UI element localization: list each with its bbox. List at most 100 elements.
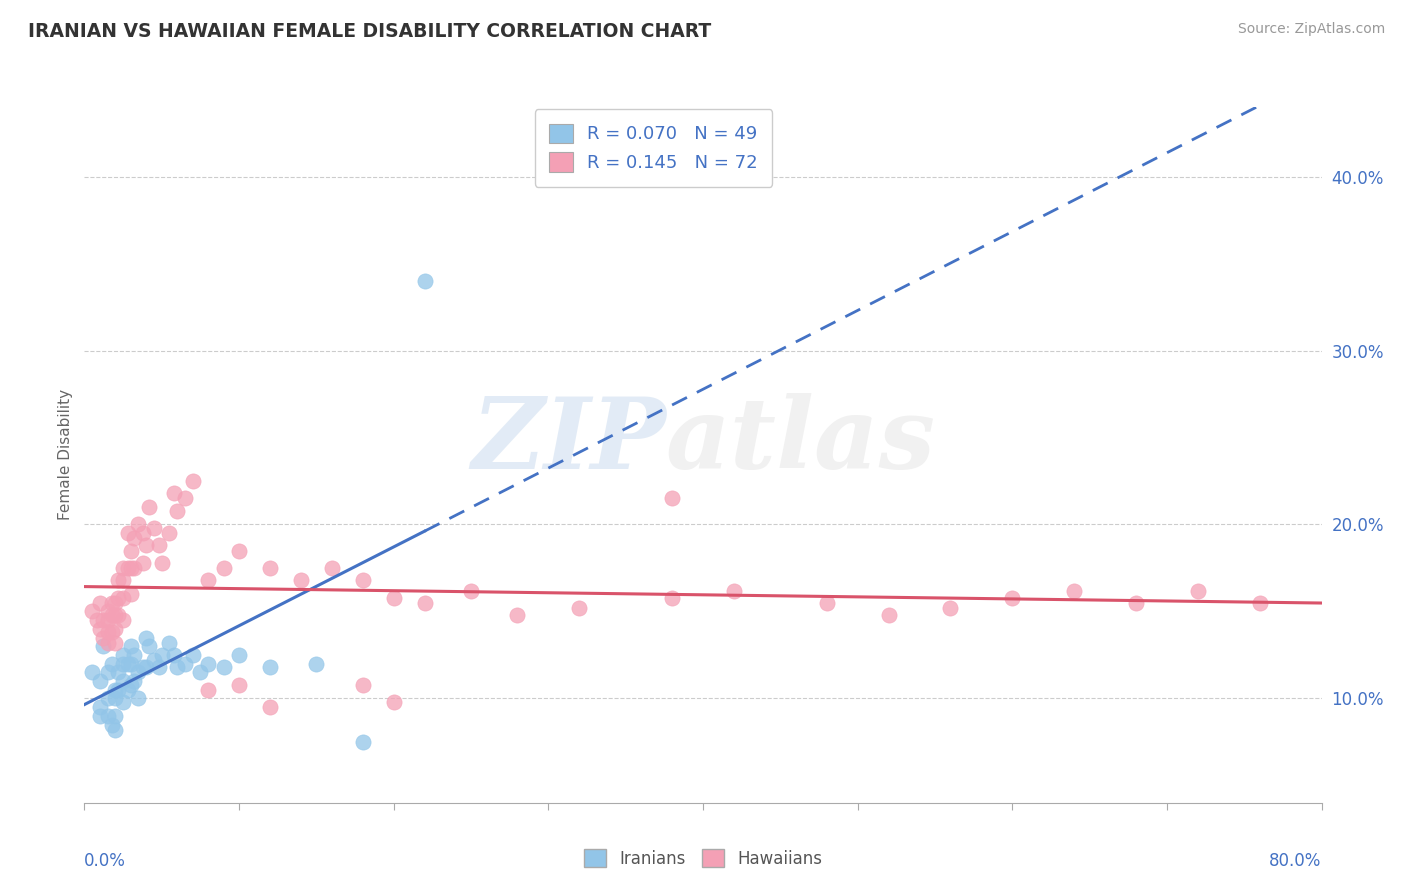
Point (460, 583, 482, 598)
Point (112, 591, 135, 605)
Point (96, 708, 118, 723)
Point (568, 601, 591, 615)
Point (122, 648, 145, 662)
Point (101, 607, 124, 622)
Point (127, 665, 149, 680)
Point (91, 639, 114, 653)
Point (1063, 583, 1085, 598)
Point (1187, 583, 1209, 598)
Point (661, 491, 683, 506)
Point (120, 657, 142, 671)
Point (89, 708, 111, 723)
Point (86, 613, 108, 627)
Point (135, 538, 157, 552)
Point (321, 561, 343, 575)
Point (104, 708, 127, 723)
Point (107, 682, 129, 697)
Point (96, 665, 118, 680)
Point (877, 607, 900, 622)
Text: IRANIAN VS HAWAIIAN FEMALE DISABILITY CORRELATION CHART: IRANIAN VS HAWAIIAN FEMALE DISABILITY CO… (28, 22, 711, 41)
Point (112, 573, 135, 587)
Point (104, 636, 127, 650)
Point (259, 700, 281, 714)
Point (112, 648, 135, 662)
Point (101, 596, 124, 610)
Point (122, 674, 145, 689)
Point (127, 517, 149, 532)
Point (101, 717, 124, 731)
Point (181, 648, 204, 662)
Point (197, 657, 219, 671)
Text: ZIP: ZIP (471, 392, 666, 489)
Point (104, 723, 127, 737)
Point (212, 561, 235, 575)
Point (107, 665, 129, 680)
Point (89, 596, 111, 610)
Point (166, 660, 188, 674)
Point (413, 596, 436, 610)
Point (120, 543, 142, 558)
Point (661, 591, 683, 605)
Point (112, 657, 135, 671)
Point (1125, 596, 1147, 610)
Point (96, 605, 118, 619)
Point (352, 573, 374, 587)
Point (89, 622, 111, 636)
Point (143, 653, 166, 667)
Y-axis label: Female Disability: Female Disability (58, 389, 73, 521)
Point (413, 274, 436, 288)
Point (174, 491, 197, 506)
Point (815, 596, 838, 610)
Point (212, 660, 235, 674)
Point (91, 613, 114, 627)
Point (166, 503, 188, 517)
Point (122, 532, 145, 546)
Point (112, 613, 135, 627)
Point (290, 573, 312, 587)
Point (135, 631, 157, 645)
Point (174, 657, 197, 671)
Legend: Iranians, Hawaiians: Iranians, Hawaiians (578, 842, 828, 874)
Point (101, 657, 124, 671)
Point (143, 521, 166, 535)
Point (91, 631, 114, 645)
Point (120, 639, 142, 653)
Point (120, 561, 142, 575)
Point (112, 561, 135, 575)
Point (382, 591, 405, 605)
Point (104, 682, 127, 697)
Point (197, 573, 219, 587)
Point (82, 665, 104, 680)
Point (112, 695, 135, 709)
Point (506, 607, 529, 622)
Point (148, 538, 170, 552)
Point (259, 561, 281, 575)
Point (138, 500, 160, 514)
Point (163, 486, 186, 500)
Text: 80.0%: 80.0% (1270, 852, 1322, 870)
Point (96, 691, 118, 706)
Point (112, 674, 135, 689)
Point (120, 677, 142, 691)
Point (1249, 596, 1271, 610)
Point (939, 601, 962, 615)
Point (135, 660, 157, 674)
Point (382, 695, 405, 709)
Point (117, 682, 139, 697)
Point (148, 660, 170, 674)
Point (352, 735, 374, 749)
Point (228, 648, 250, 662)
Point (96, 613, 118, 627)
Text: atlas: atlas (666, 392, 936, 489)
Point (82, 605, 104, 619)
Point (122, 561, 145, 575)
Point (163, 648, 186, 662)
Point (305, 657, 328, 671)
Point (150, 556, 173, 570)
Point (132, 660, 155, 674)
Point (138, 639, 160, 653)
Point (107, 591, 129, 605)
Point (1001, 591, 1024, 605)
Point (259, 660, 281, 674)
Point (104, 596, 127, 610)
